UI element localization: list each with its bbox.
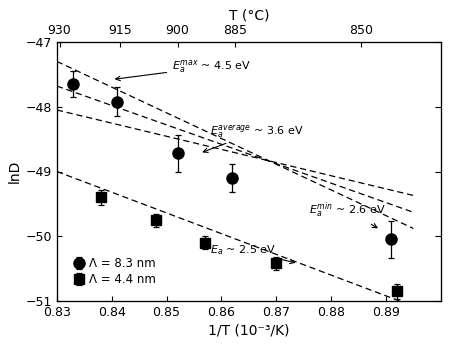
Text: $E_a^{max}$ ~ 4.5 eV: $E_a^{max}$ ~ 4.5 eV bbox=[116, 58, 251, 80]
Legend: Λ = 8.3 nm, Λ = 4.4 nm: Λ = 8.3 nm, Λ = 4.4 nm bbox=[71, 253, 160, 290]
X-axis label: 1/T (10⁻³/K): 1/T (10⁻³/K) bbox=[208, 323, 290, 337]
Text: $E_a$ ~ 2.5 eV: $E_a$ ~ 2.5 eV bbox=[210, 244, 294, 264]
Text: $E_a^{average}$ ~ 3.6 eV: $E_a^{average}$ ~ 3.6 eV bbox=[203, 123, 304, 153]
Text: $E_a^{min}$ ~ 2.6 eV: $E_a^{min}$ ~ 2.6 eV bbox=[309, 201, 386, 228]
X-axis label: T (°C): T (°C) bbox=[228, 9, 269, 23]
Y-axis label: lnD: lnD bbox=[8, 160, 21, 183]
